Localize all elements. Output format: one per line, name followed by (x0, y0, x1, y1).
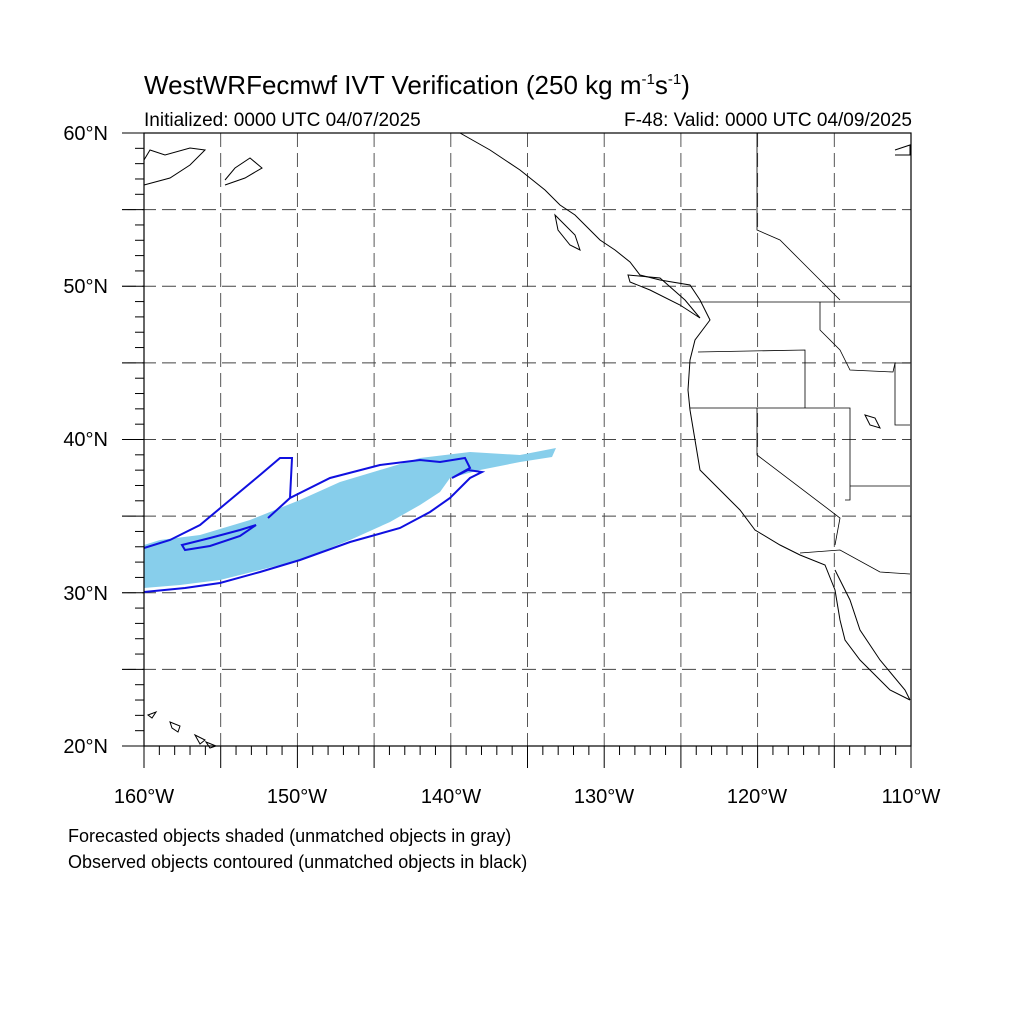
boundary-segment (756, 408, 841, 546)
coastline-segment (834, 569, 911, 701)
observed-object-main (143, 456, 486, 593)
coastline-segment (224, 157, 263, 186)
lat-label-40: 40°N (63, 429, 108, 451)
lat-label-50: 50°N (63, 276, 108, 298)
coastlines (143, 132, 911, 749)
lon-label-150w: 150°W (266, 786, 328, 808)
boundary-segment (894, 363, 910, 426)
axis-ticks (122, 132, 912, 768)
boundary-segment (799, 549, 911, 575)
coastline-segment (627, 274, 701, 319)
coastline-segment (864, 414, 881, 429)
lon-label-140w: 140°W (420, 786, 482, 808)
lat-label-20: 20°N (63, 736, 108, 758)
coastline-segment (146, 710, 158, 719)
coastline-segment (143, 147, 207, 186)
boundary-segment (697, 349, 806, 408)
observed-object-inner (180, 524, 257, 552)
coastline-segment (169, 721, 181, 733)
lon-label-110w: 110°W (881, 786, 941, 808)
lat-label-60: 60°N (63, 123, 108, 145)
title-sup-1: -1 (641, 71, 655, 88)
lat-label-30: 30°N (63, 583, 108, 605)
title-prefix: WestWRFecmwf IVT Verification (250 kg m (144, 70, 642, 100)
coastline-segment (894, 144, 911, 156)
coastline-segment (459, 132, 911, 701)
boundary-segment (756, 133, 841, 301)
lon-label-160w: 160°W (113, 786, 175, 808)
coastline-segment (554, 213, 581, 251)
title-sup-2: -1 (667, 71, 682, 88)
boundary-segment (819, 302, 910, 373)
initialized-time: Initialized: 0000 UTC 04/07/2025 (144, 110, 421, 131)
valid-time: F-48: Valid: 0000 UTC 04/09/2025 (624, 110, 912, 131)
coastline-segment (193, 733, 206, 745)
lon-label-130w: 130°W (573, 786, 635, 808)
forecast-object (144, 448, 556, 588)
political-boundaries (690, 133, 911, 575)
title-suffix: ) (681, 70, 690, 100)
legend-observed-note: Observed objects contoured (unmatched ob… (68, 852, 528, 872)
legend-forecast-note: Forecasted objects shaded (unmatched obj… (68, 826, 512, 846)
title-mid: s (654, 70, 668, 100)
coastline-segment (204, 740, 218, 749)
lon-label-120w: 120°W (726, 786, 788, 808)
boundary-segment (690, 407, 851, 501)
grid-lines (122, 133, 911, 746)
map-title: WestWRFecmwf IVT Verification (250 kg m-… (144, 70, 690, 101)
